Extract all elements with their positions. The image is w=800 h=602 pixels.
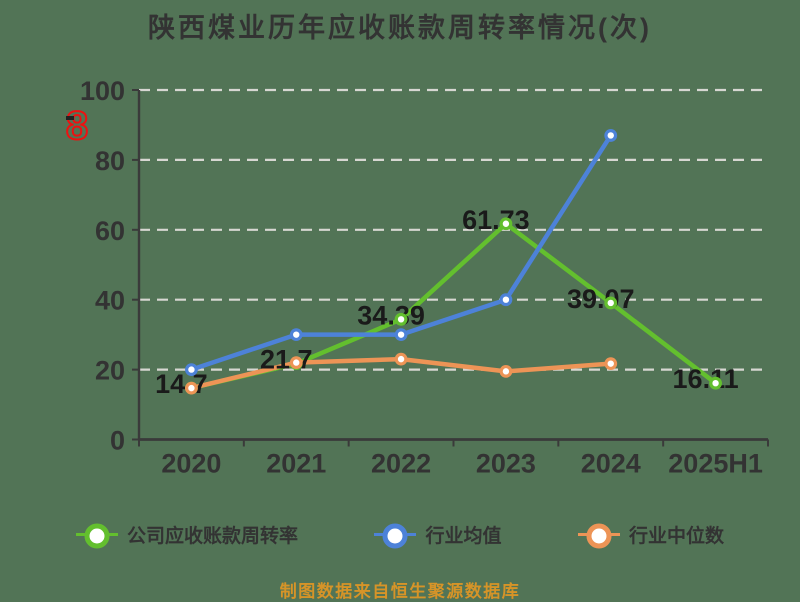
svg-text:2023: 2023 [476, 449, 536, 479]
svg-text:2024: 2024 [581, 449, 641, 479]
svg-text:8: 8 [66, 104, 88, 148]
svg-text:100: 100 [80, 76, 125, 106]
svg-text:40: 40 [95, 286, 125, 316]
svg-text:34.39: 34.39 [357, 300, 425, 330]
svg-text:2025H1: 2025H1 [668, 449, 763, 479]
svg-text:80: 80 [95, 146, 125, 176]
svg-text:2022: 2022 [371, 449, 431, 479]
svg-text:20: 20 [95, 356, 125, 386]
svg-text:16.11: 16.11 [673, 364, 739, 394]
svg-text:60: 60 [95, 216, 125, 246]
svg-text:2021: 2021 [266, 449, 326, 479]
svg-text:2020: 2020 [161, 449, 221, 479]
svg-text:14.7: 14.7 [155, 369, 208, 399]
svg-text:21.7: 21.7 [260, 345, 313, 375]
svg-text:0: 0 [110, 426, 125, 456]
svg-text:61.73: 61.73 [462, 205, 530, 235]
svg-text:39.07: 39.07 [567, 284, 635, 314]
